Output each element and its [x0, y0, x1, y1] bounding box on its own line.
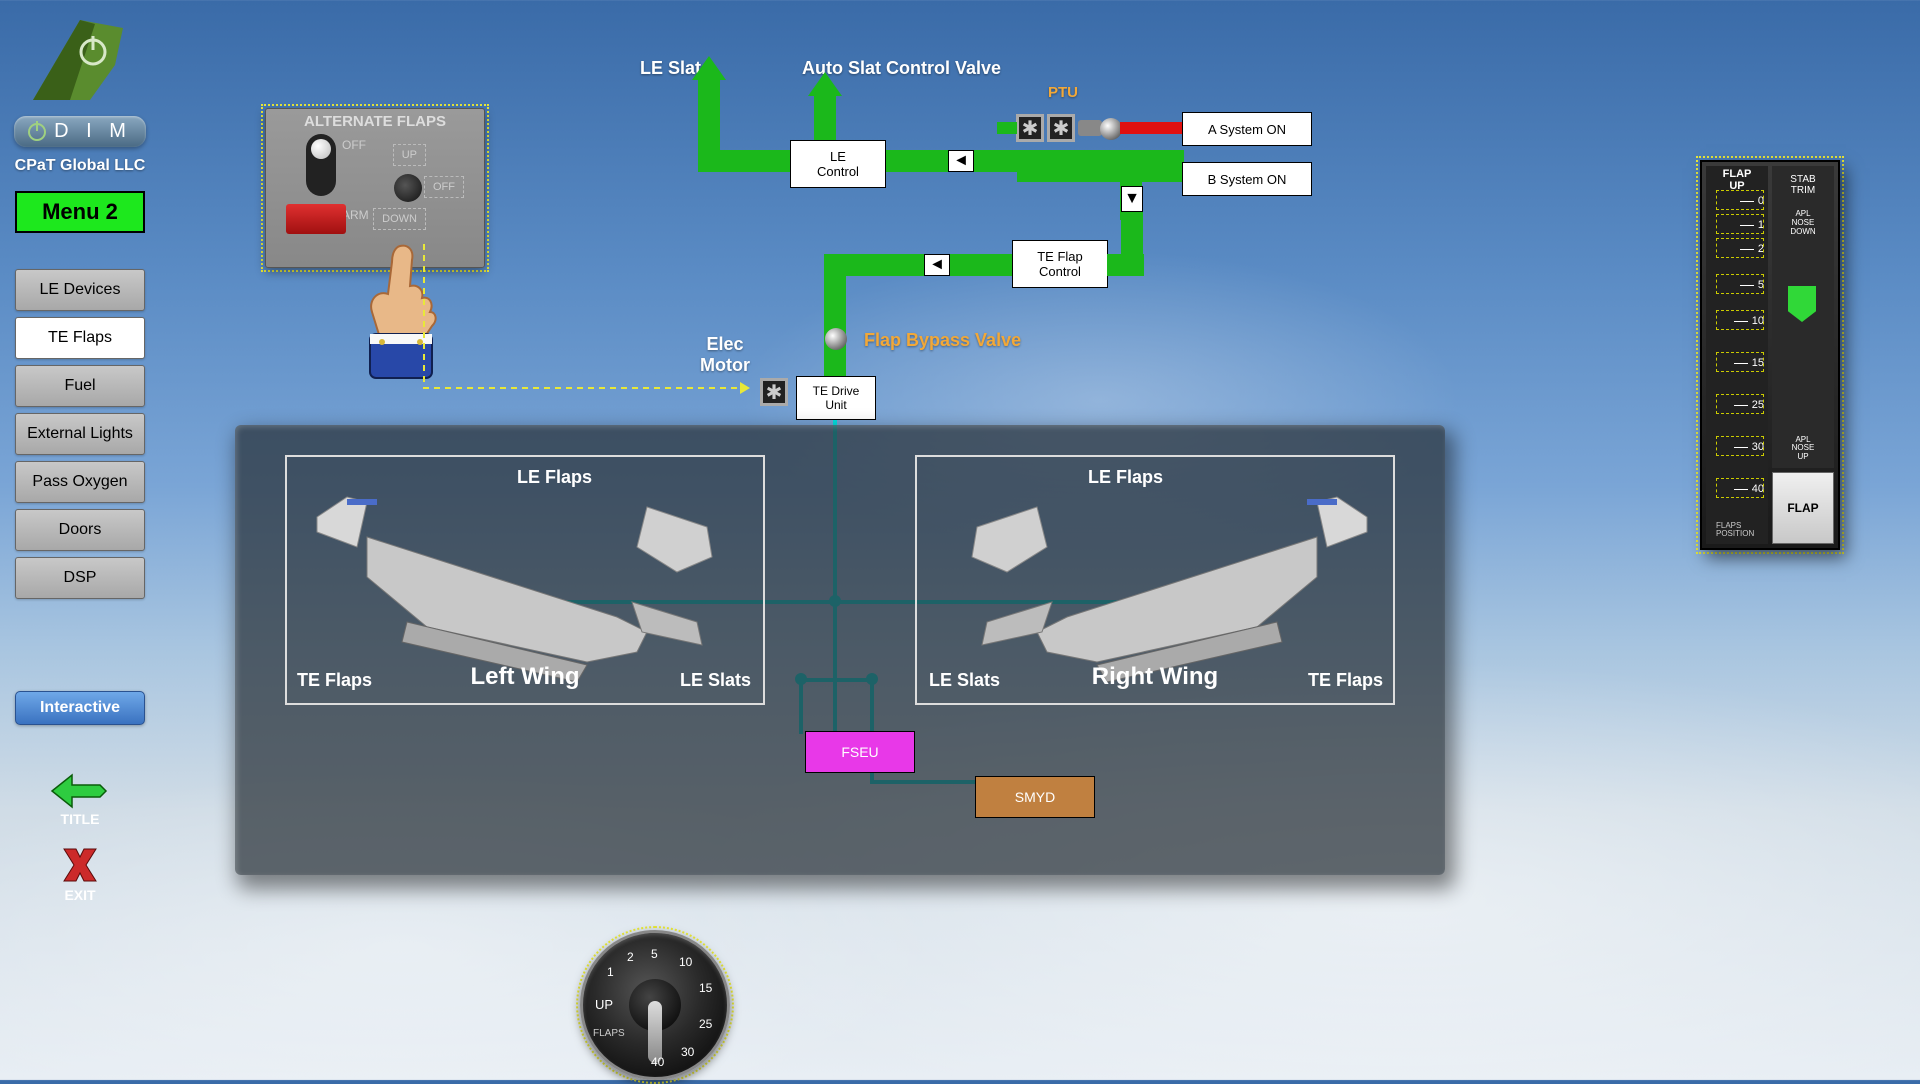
left-wing-box: LE Flaps LE Slats TE Flaps Left Wing	[285, 455, 765, 705]
label-le-slats-r: LE Slats	[929, 670, 1000, 691]
nav-le-devices[interactable]: LE Devices	[15, 269, 145, 311]
alt-flaps-header: ALTERNATE FLAPS	[266, 109, 484, 134]
right-wing-box: LE Flaps LE Slats TE Flaps Right Wing	[915, 455, 1395, 705]
label-stab-trim: STAB TRIM	[1772, 172, 1834, 198]
box-te-drive: TE Drive Unit	[796, 376, 876, 420]
box-b-system: B System ON	[1182, 162, 1312, 196]
alt-down-button[interactable]: DOWN	[373, 208, 426, 230]
alt-off-button[interactable]: OFF	[424, 176, 464, 198]
flap-bypass-valve	[825, 328, 847, 350]
label-le-slats-l: LE Slats	[680, 670, 751, 691]
ptu-fan-right	[1047, 114, 1075, 142]
box-te-flap-control: TE Flap Control	[1012, 240, 1108, 288]
label-right-wing: Right Wing	[1092, 663, 1218, 691]
flap-position-indicator: FLAP UP 01251015253040 FLAPS POSITION ST…	[1700, 160, 1840, 550]
interactive-button[interactable]: Interactive	[15, 691, 145, 725]
wing-panel: LE Flaps LE Slats TE Flaps Left Wing LE …	[235, 425, 1445, 875]
box-le-control: LE Control	[790, 140, 886, 188]
nav-dsp[interactable]: DSP	[15, 557, 145, 599]
arrow-left-2: ◄	[924, 254, 950, 276]
switch-guard[interactable]	[286, 204, 346, 234]
valve-ptu	[1100, 118, 1122, 140]
label-ptu: PTU	[1048, 84, 1078, 101]
alt-flaps-master-switch[interactable]	[306, 134, 336, 196]
flap-button[interactable]: FLAP	[1772, 472, 1834, 544]
dim-badge: D I M	[14, 116, 146, 147]
tail-logo	[25, 10, 135, 110]
nav-fuel[interactable]: Fuel	[15, 365, 145, 407]
label-flap-bypass: Flap Bypass Valve	[864, 330, 1021, 351]
alt-up-button[interactable]: UP	[393, 144, 426, 166]
arrow-left-1: ◄	[948, 150, 974, 172]
elec-motor-fan	[760, 378, 788, 406]
box-smyd: SMYD	[975, 776, 1095, 818]
nav-pass-oxygen[interactable]: Pass Oxygen	[15, 461, 145, 503]
title-button[interactable]: TITLE	[50, 771, 110, 827]
label-off: OFF	[342, 138, 366, 152]
label-arm: ARM	[342, 208, 369, 222]
ptu-fan-left	[1016, 114, 1044, 142]
label-elec-motor: Elec Motor	[700, 334, 750, 376]
label-left-wing: Left Wing	[470, 663, 579, 691]
nav-te-flaps[interactable]: TE Flaps	[15, 317, 145, 359]
menu2-button[interactable]: Menu 2	[15, 191, 145, 233]
box-fseu: FSEU	[805, 731, 915, 773]
pointing-hand-icon	[352, 242, 452, 382]
nav-external-lights[interactable]: External Lights	[15, 413, 145, 455]
stab-trim-indicator	[1788, 286, 1816, 322]
label-auto-slat: Auto Slat Control Valve	[802, 58, 1001, 79]
label-le-slats: LE Slats	[640, 58, 711, 79]
label-le-flaps-l: LE Flaps	[517, 467, 592, 488]
arrow-down-1: ▼	[1121, 186, 1143, 212]
sidebar: D I M CPaT Global LLC Menu 2 LE Devices T…	[10, 10, 150, 903]
alt-flaps-rotary[interactable]	[394, 174, 422, 202]
label-te-flaps-l: TE Flaps	[297, 670, 372, 691]
box-a-system: A System ON	[1182, 112, 1312, 146]
label-le-flaps-r: LE Flaps	[1088, 467, 1163, 488]
nav-doors[interactable]: Doors	[15, 509, 145, 551]
exit-button[interactable]: EXIT	[58, 843, 102, 903]
flap-lever-dial[interactable]: FLAPS UP 1 2 5 10 15 25 30 40	[580, 930, 730, 1080]
label-te-flaps-r: TE Flaps	[1308, 670, 1383, 691]
company-label: CPaT Global LLC	[15, 157, 146, 175]
